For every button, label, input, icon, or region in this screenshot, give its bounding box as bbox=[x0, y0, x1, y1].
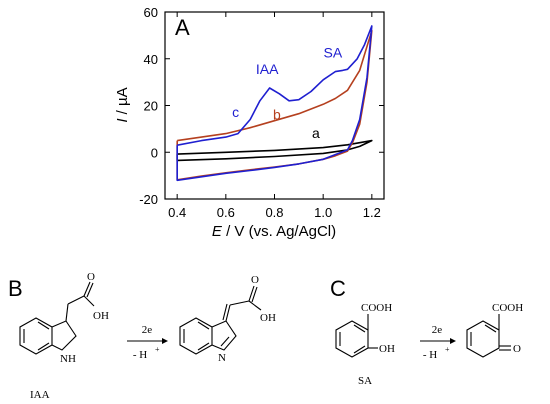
sa-oxidation-scheme: C COOH OH SA 2e - H + bbox=[330, 276, 523, 387]
iaa-pyrrole-ring bbox=[51, 320, 77, 351]
reaction-arrow-c: 2e - H + bbox=[420, 324, 456, 361]
cv-curves bbox=[176, 25, 373, 182]
product-ring-double-bond bbox=[484, 324, 497, 333]
panel-label-b: B bbox=[8, 276, 23, 301]
sa-double-bond bbox=[353, 324, 366, 333]
iaa-carbonyl-o: O bbox=[87, 271, 95, 283]
iaa-structure: O OH NH IAA bbox=[19, 271, 109, 401]
sa-structure: COOH OH SA bbox=[335, 302, 395, 387]
arrow-head bbox=[162, 338, 168, 344]
y-tick-label: 20 bbox=[144, 99, 158, 114]
sa-double-bond bbox=[353, 345, 366, 354]
cv-curve-b bbox=[176, 29, 373, 181]
y-axis-ticks: -20 0 20 40 60 bbox=[139, 5, 384, 207]
panel-label-a: A bbox=[175, 15, 190, 40]
product-double-bond bbox=[197, 321, 210, 330]
arrow-proton-charge: + bbox=[155, 345, 160, 354]
iaa-carbonyl-bond bbox=[83, 281, 91, 297]
product-hydroxyl-bond bbox=[248, 300, 262, 311]
panel-label-c: C bbox=[330, 276, 346, 301]
oxidized-iaa-structure: O OH N bbox=[179, 274, 276, 364]
y-tick-label: 60 bbox=[144, 5, 158, 20]
curve-annotation: c bbox=[232, 104, 239, 120]
product-exocyclic-bond bbox=[225, 304, 231, 322]
cv-curve-a bbox=[176, 139, 373, 162]
product-chain-bond bbox=[229, 300, 250, 306]
product-n-label: N bbox=[218, 352, 226, 364]
product-benzene-ring bbox=[179, 317, 213, 355]
x-axis-label-unit: / V (vs. Ag/AgCl) bbox=[222, 223, 336, 240]
arrow-head bbox=[450, 338, 456, 344]
x-tick-label: 0.6 bbox=[217, 205, 235, 220]
x-axis-label-symbol: E bbox=[212, 223, 223, 240]
product-cn-double-bond bbox=[220, 336, 230, 347]
iaa-double-bond bbox=[37, 342, 50, 351]
product-carbonyl-bond bbox=[251, 286, 258, 303]
plot-frame bbox=[164, 11, 385, 200]
reaction-arrow-b: 2e - H + bbox=[127, 324, 168, 361]
product-double-bond bbox=[197, 342, 210, 351]
sa-benzene-ring bbox=[335, 320, 369, 358]
y-tick-label: 0 bbox=[151, 145, 158, 160]
x-tick-label: 1.0 bbox=[314, 205, 332, 220]
sa-cooh-label: COOH bbox=[361, 302, 392, 314]
iaa-chain-bond bbox=[67, 295, 85, 305]
product-ring bbox=[466, 320, 500, 358]
sa-name: SA bbox=[358, 375, 372, 387]
iaa-benzene-ring bbox=[19, 317, 53, 355]
oxidized-sa-structure: COOH O bbox=[466, 302, 523, 358]
y-tick-label: 40 bbox=[144, 52, 158, 67]
y-axis-label-symbol: I bbox=[114, 118, 131, 122]
y-axis-label: I / µA bbox=[114, 87, 131, 122]
product-cooh-label: COOH bbox=[492, 302, 523, 314]
iaa-oxidation-scheme: B O OH NH IAA 2e - H + bbox=[8, 271, 276, 401]
x-axis-ticks: 0.4 0.6 0.8 1.0 1.2 bbox=[168, 12, 381, 220]
y-tick-label: -20 bbox=[139, 192, 158, 207]
iaa-nh-label: NH bbox=[60, 353, 76, 365]
sa-oh-label: OH bbox=[379, 343, 395, 355]
arrow-proton-label: - H bbox=[423, 349, 437, 361]
arrow-proton-label: - H bbox=[133, 349, 147, 361]
arrow-electrons-label: 2e bbox=[432, 324, 443, 336]
arrow-proton-charge: + bbox=[445, 345, 450, 354]
iaa-name: IAA bbox=[30, 389, 50, 401]
iaa-hydroxyl-bond bbox=[83, 295, 95, 307]
curve-annotation: IAA bbox=[256, 61, 279, 77]
arrow-electrons-label: 2e bbox=[142, 324, 153, 336]
product-oh-label: OH bbox=[260, 312, 276, 324]
curve-annotation: b bbox=[273, 107, 281, 123]
iaa-double-bond bbox=[37, 321, 50, 330]
x-tick-label: 1.2 bbox=[363, 205, 381, 220]
cv-chart: 0.4 0.6 0.8 1.0 1.2 -20 0 20 40 60 IAA SA c b a A E … bbox=[114, 5, 385, 240]
product-carbonyl-bond bbox=[248, 285, 255, 302]
product-ketone-o: O bbox=[513, 343, 521, 355]
y-axis-label-unit: / µA bbox=[114, 87, 131, 118]
curve-annotations: IAA SA c b a bbox=[232, 45, 343, 142]
iaa-oh-label: OH bbox=[93, 310, 109, 322]
curve-annotation: a bbox=[312, 125, 320, 141]
cv-curve-c bbox=[176, 25, 373, 182]
x-axis-label: E / V (vs. Ag/AgCl) bbox=[212, 223, 336, 240]
product-pyrrole-ring bbox=[211, 320, 237, 351]
curve-annotation: SA bbox=[324, 45, 343, 61]
product-carbonyl-o: O bbox=[251, 274, 259, 286]
product-exocyclic-double-bond bbox=[222, 303, 228, 321]
iaa-carbonyl-bond bbox=[86, 282, 94, 298]
x-tick-label: 0.4 bbox=[168, 205, 186, 220]
iaa-ch2-bond bbox=[65, 303, 69, 322]
x-tick-label: 0.8 bbox=[265, 205, 283, 220]
